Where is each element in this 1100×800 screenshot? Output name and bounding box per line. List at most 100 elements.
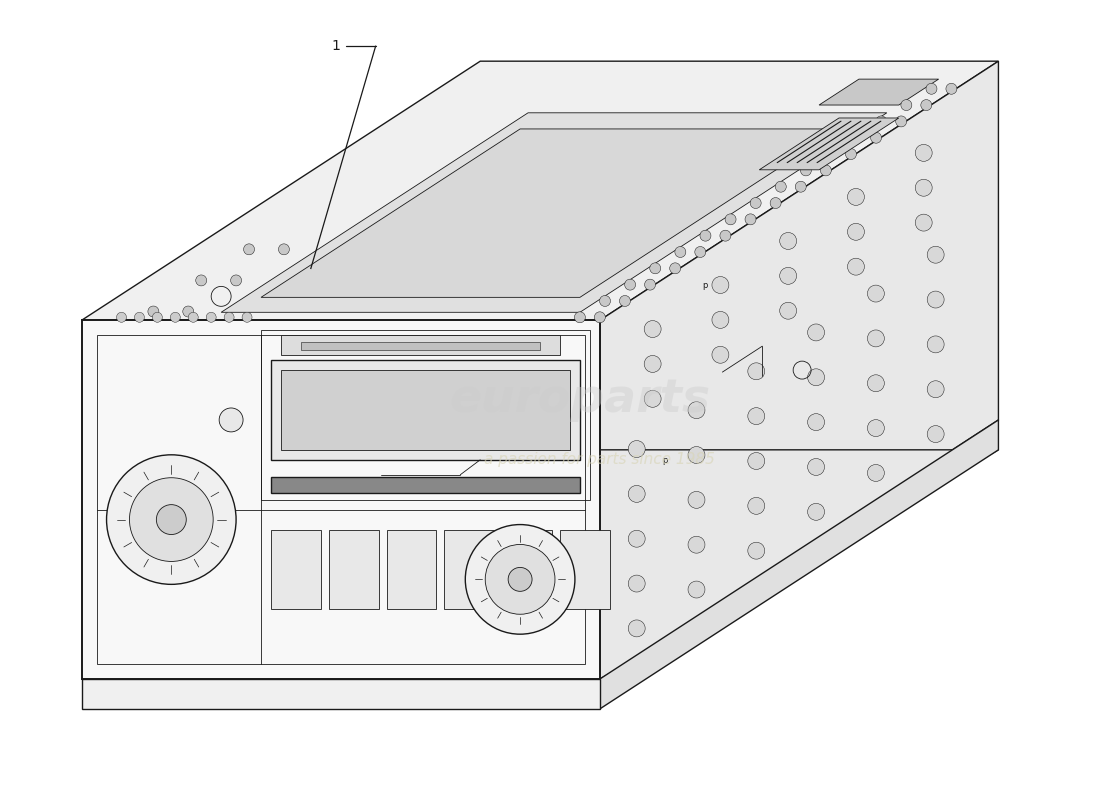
Circle shape bbox=[745, 214, 756, 225]
Circle shape bbox=[688, 446, 705, 463]
Circle shape bbox=[485, 545, 556, 614]
Circle shape bbox=[619, 295, 630, 306]
Circle shape bbox=[795, 182, 806, 192]
Circle shape bbox=[134, 312, 144, 322]
Circle shape bbox=[645, 390, 661, 407]
Polygon shape bbox=[271, 360, 580, 460]
Circle shape bbox=[780, 233, 796, 250]
Circle shape bbox=[465, 525, 575, 634]
Polygon shape bbox=[560, 530, 609, 610]
Circle shape bbox=[801, 165, 812, 176]
Polygon shape bbox=[271, 530, 321, 610]
Polygon shape bbox=[271, 477, 580, 493]
Text: p: p bbox=[702, 281, 707, 290]
Circle shape bbox=[847, 189, 865, 206]
Circle shape bbox=[153, 312, 163, 322]
Circle shape bbox=[927, 426, 944, 442]
Circle shape bbox=[206, 312, 217, 322]
Circle shape bbox=[242, 312, 252, 322]
Polygon shape bbox=[444, 530, 494, 610]
Polygon shape bbox=[261, 129, 839, 298]
Circle shape bbox=[915, 144, 932, 162]
Circle shape bbox=[725, 214, 736, 225]
Circle shape bbox=[946, 83, 957, 94]
Circle shape bbox=[650, 263, 661, 274]
Circle shape bbox=[700, 230, 711, 241]
Circle shape bbox=[625, 279, 636, 290]
Text: a passion for parts since 1985: a passion for parts since 1985 bbox=[484, 452, 715, 467]
Circle shape bbox=[927, 336, 944, 353]
Circle shape bbox=[278, 244, 289, 255]
Circle shape bbox=[688, 491, 705, 508]
Circle shape bbox=[807, 503, 825, 520]
Polygon shape bbox=[503, 530, 552, 610]
Circle shape bbox=[770, 198, 781, 209]
Circle shape bbox=[868, 420, 884, 437]
Circle shape bbox=[670, 263, 681, 274]
Circle shape bbox=[870, 132, 881, 143]
Circle shape bbox=[712, 346, 729, 363]
Circle shape bbox=[927, 381, 944, 398]
Circle shape bbox=[926, 83, 937, 94]
Circle shape bbox=[915, 179, 932, 196]
Text: a passion for parts since 1985: a passion for parts since 1985 bbox=[484, 452, 715, 467]
Polygon shape bbox=[221, 113, 887, 312]
Circle shape bbox=[712, 277, 729, 294]
Circle shape bbox=[821, 165, 832, 176]
Circle shape bbox=[628, 441, 646, 458]
Circle shape bbox=[847, 223, 865, 240]
Circle shape bbox=[868, 285, 884, 302]
Polygon shape bbox=[81, 450, 999, 679]
Circle shape bbox=[645, 355, 661, 372]
Circle shape bbox=[927, 246, 944, 263]
Text: p: p bbox=[662, 456, 668, 466]
Circle shape bbox=[846, 149, 857, 159]
Circle shape bbox=[868, 374, 884, 392]
Circle shape bbox=[780, 267, 796, 284]
Text: europarts: europarts bbox=[449, 378, 711, 422]
Circle shape bbox=[594, 312, 605, 322]
Polygon shape bbox=[820, 79, 938, 105]
Circle shape bbox=[628, 530, 646, 547]
Polygon shape bbox=[386, 530, 437, 610]
Circle shape bbox=[645, 279, 656, 290]
Circle shape bbox=[628, 620, 646, 637]
Circle shape bbox=[895, 116, 906, 127]
Polygon shape bbox=[280, 335, 560, 355]
Circle shape bbox=[628, 486, 646, 502]
Polygon shape bbox=[81, 679, 600, 709]
Circle shape bbox=[688, 402, 705, 418]
Circle shape bbox=[156, 505, 186, 534]
Circle shape bbox=[231, 275, 242, 286]
Circle shape bbox=[748, 363, 764, 380]
Circle shape bbox=[219, 408, 243, 432]
Circle shape bbox=[188, 312, 198, 322]
Circle shape bbox=[600, 295, 610, 306]
Circle shape bbox=[748, 408, 764, 425]
Circle shape bbox=[807, 369, 825, 386]
Circle shape bbox=[807, 414, 825, 430]
Circle shape bbox=[107, 455, 236, 584]
Polygon shape bbox=[81, 320, 600, 679]
Circle shape bbox=[130, 478, 213, 562]
Polygon shape bbox=[329, 530, 378, 610]
Circle shape bbox=[748, 542, 764, 559]
Circle shape bbox=[688, 581, 705, 598]
Circle shape bbox=[147, 306, 158, 317]
Circle shape bbox=[868, 330, 884, 347]
Circle shape bbox=[748, 453, 764, 470]
Circle shape bbox=[628, 575, 646, 592]
Circle shape bbox=[196, 275, 207, 286]
Circle shape bbox=[807, 324, 825, 341]
Circle shape bbox=[675, 246, 685, 258]
Circle shape bbox=[780, 302, 796, 319]
Circle shape bbox=[850, 132, 861, 143]
Polygon shape bbox=[600, 420, 999, 709]
Circle shape bbox=[927, 291, 944, 308]
Circle shape bbox=[825, 149, 836, 159]
Polygon shape bbox=[301, 342, 540, 350]
Circle shape bbox=[748, 498, 764, 514]
Text: 1: 1 bbox=[332, 39, 341, 54]
Polygon shape bbox=[280, 370, 570, 450]
Circle shape bbox=[645, 321, 661, 338]
